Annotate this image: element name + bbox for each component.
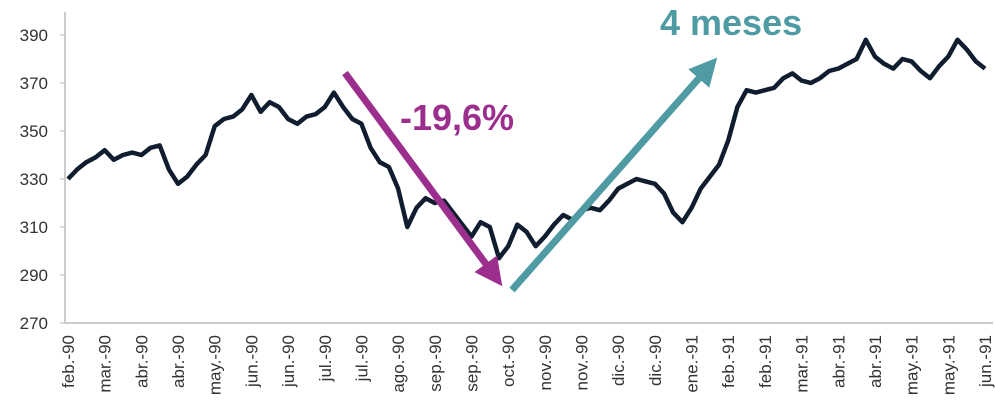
recovery-arrow bbox=[509, 57, 718, 293]
y-tick-label: 390 bbox=[20, 26, 48, 45]
x-tick-label: jun.-91 bbox=[976, 335, 995, 388]
y-tick-label: 330 bbox=[20, 170, 48, 189]
x-tick-label: nov.-90 bbox=[573, 335, 592, 390]
x-tick-label: nov.-90 bbox=[536, 335, 555, 390]
x-tick-label: feb.-90 bbox=[59, 335, 78, 388]
x-tick-label: ago.-90 bbox=[389, 335, 408, 393]
x-tick-label: abr.-91 bbox=[829, 335, 848, 388]
x-tick-label: abr.-90 bbox=[169, 335, 188, 388]
y-tick-label: 270 bbox=[20, 314, 48, 333]
x-tick-label: abr.-90 bbox=[132, 335, 151, 388]
x-tick-label: mar.-91 bbox=[793, 335, 812, 393]
x-tick-label: feb.-91 bbox=[756, 335, 775, 388]
x-tick-label: mar.-90 bbox=[96, 335, 115, 393]
y-tick-label: 290 bbox=[20, 266, 48, 285]
x-tick-label: feb.-91 bbox=[719, 335, 738, 388]
x-tick-label: jun.-90 bbox=[242, 335, 261, 388]
decline-arrow bbox=[342, 70, 503, 287]
y-tick-label: 370 bbox=[20, 74, 48, 93]
plot bbox=[66, 37, 987, 261]
y-tick-label: 350 bbox=[20, 122, 48, 141]
annotation: -19,6% bbox=[400, 97, 514, 138]
y-tick-label: 310 bbox=[20, 218, 48, 237]
x-tick-label: dic.-90 bbox=[609, 335, 628, 386]
x-tick-label: may.-91 bbox=[903, 335, 922, 395]
x-tick-label: ene.-91 bbox=[683, 335, 702, 393]
x-tick-label: may.-91 bbox=[939, 335, 958, 395]
x-tick-label: jul.-90 bbox=[316, 335, 335, 382]
x-tick-label: abr.-91 bbox=[866, 335, 885, 388]
x-tick-label: may.-90 bbox=[206, 335, 225, 395]
x-tick-label: sep.-90 bbox=[462, 335, 481, 392]
series-line bbox=[66, 37, 987, 261]
x-tick-label: oct.-90 bbox=[499, 335, 518, 387]
x-tick-label: jul.-90 bbox=[352, 335, 371, 382]
x-tick-label: dic.-90 bbox=[646, 335, 665, 386]
x-tick-label: jun.-90 bbox=[279, 335, 298, 388]
x-tick-label: sep.-90 bbox=[426, 335, 445, 392]
annotation: 4 meses bbox=[660, 2, 802, 43]
